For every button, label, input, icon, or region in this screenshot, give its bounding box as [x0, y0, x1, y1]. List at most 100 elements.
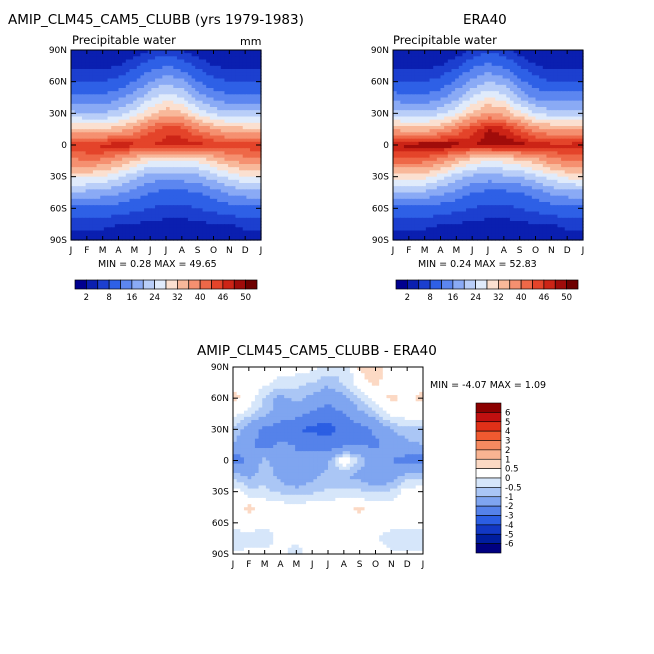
contour-cell	[129, 81, 134, 86]
contour-cell	[158, 97, 163, 102]
contour-cell	[89, 211, 94, 216]
contour-cell	[506, 107, 511, 111]
colorbar-swatch	[108, 279, 121, 290]
contour-cell	[480, 59, 485, 64]
contour-cell	[198, 145, 204, 149]
contour-cell	[107, 151, 112, 156]
contour-cell	[466, 132, 471, 137]
contour-cell	[524, 75, 529, 80]
contour-cell	[114, 141, 120, 146]
contour-cell	[553, 148, 559, 152]
contour-cell	[136, 170, 142, 175]
contour-cell	[491, 50, 496, 54]
contour-cell	[114, 62, 120, 67]
contour-cell	[455, 119, 460, 124]
contour-cell	[579, 65, 584, 70]
contour-cell	[169, 81, 174, 86]
contour-cell	[169, 75, 174, 80]
contour-cell	[96, 119, 101, 124]
contour-cell	[451, 129, 456, 133]
contour-cell	[140, 122, 145, 127]
contour-cell	[506, 103, 511, 108]
contour-cell	[107, 176, 112, 181]
contour-cell	[158, 84, 163, 89]
contour-cell	[462, 103, 467, 108]
contour-cell	[180, 81, 185, 86]
contour-cell	[517, 88, 522, 92]
contour-cell	[235, 75, 240, 80]
contour-cell	[224, 157, 229, 162]
contour-cell	[92, 119, 98, 124]
contour-cell	[169, 107, 174, 111]
contour-cell	[396, 78, 401, 83]
contour-cell	[575, 75, 580, 80]
contour-cell	[495, 88, 500, 92]
contour-cell	[228, 154, 233, 159]
contour-cell	[213, 94, 218, 99]
contour-cell	[458, 154, 464, 159]
contour-cell	[118, 59, 123, 64]
contour-cell	[166, 173, 171, 178]
contour-cell	[191, 202, 196, 206]
contour-cell	[92, 211, 98, 216]
contour-cell	[209, 75, 215, 80]
contour-cell	[253, 217, 258, 222]
contour-cell	[169, 217, 174, 222]
contour-cell	[209, 170, 215, 175]
contour-cell	[209, 94, 215, 99]
contour-cell	[176, 75, 182, 80]
contour-cell	[107, 208, 112, 213]
contour-cell	[425, 78, 431, 83]
contour-cell	[81, 113, 87, 118]
contour-cell	[246, 170, 251, 175]
contour-cell	[246, 65, 251, 70]
contour-cell	[213, 173, 218, 178]
contour-cell	[100, 110, 105, 114]
contour-cell	[477, 119, 482, 124]
contour-cell	[118, 103, 123, 108]
contour-cell	[122, 59, 127, 64]
contour-cell	[502, 135, 507, 140]
contour-cell	[253, 202, 258, 206]
contour-cell	[96, 198, 101, 203]
contour-cell	[524, 81, 529, 86]
contour-cell	[531, 145, 537, 149]
contour-cell	[477, 78, 482, 83]
contour-cell	[253, 65, 258, 70]
contour-cell	[144, 135, 149, 140]
contour-cell	[466, 103, 471, 108]
contour-cell	[195, 113, 200, 118]
contour-cell	[191, 59, 196, 64]
contour-cell	[546, 88, 551, 92]
contour-cell	[495, 81, 500, 86]
contour-cell	[118, 164, 123, 168]
contour-cell	[231, 88, 237, 92]
contour-cell	[484, 50, 489, 54]
contour-cell	[531, 53, 537, 57]
contour-cell	[488, 148, 493, 152]
contour-cell	[224, 129, 229, 133]
contour-cell	[242, 154, 247, 159]
contour-cell	[107, 75, 112, 80]
contour-cell	[550, 81, 555, 86]
contour-cell	[184, 160, 189, 165]
contour-cell	[220, 217, 226, 222]
contour-cell	[462, 113, 467, 118]
contour-cell	[561, 107, 566, 111]
contour-cell	[78, 230, 83, 235]
contour-cell	[469, 94, 474, 99]
contour-cell	[393, 126, 398, 130]
contour-cell	[253, 100, 258, 105]
contour-cell	[155, 103, 160, 108]
contour-cell	[209, 230, 215, 235]
contour-cell	[198, 122, 204, 127]
contour-cell	[239, 110, 244, 114]
contour-cell	[173, 129, 178, 133]
contour-cell	[451, 78, 456, 83]
contour-cell	[129, 91, 134, 95]
contour-cell	[71, 122, 76, 127]
contour-cell	[122, 116, 127, 121]
contour-cell	[213, 148, 218, 152]
contour-cell	[78, 75, 83, 80]
contour-cell	[451, 97, 456, 102]
